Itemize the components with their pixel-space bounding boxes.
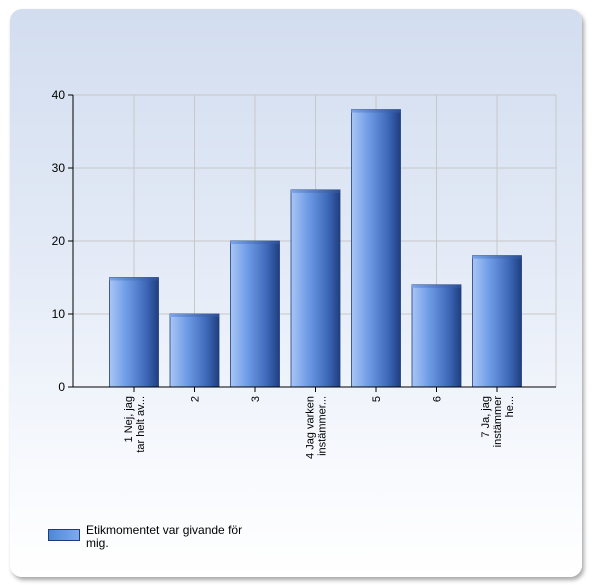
bar (169, 313, 220, 388)
x-tick-label: tar helt av... (135, 396, 147, 453)
bar-top (109, 277, 159, 281)
x-tick-label: 3 (250, 396, 262, 402)
x-tick-label: 1 Nej, jag (123, 396, 135, 442)
bar (411, 284, 462, 388)
x-tick-label: 4 Jag varken (305, 396, 317, 459)
x-tick-label: 7 Ja, jag (480, 396, 492, 438)
bar-body (230, 240, 280, 388)
bar-top (291, 189, 340, 193)
x-tick-label: instämmer... (317, 396, 329, 456)
y-tick-label: 40 (52, 88, 66, 102)
bar-body (411, 284, 462, 388)
legend: Etikmomentet var givande för mig. (48, 524, 261, 550)
axes (68, 94, 556, 392)
bar-top (230, 241, 280, 244)
bar-body (109, 277, 159, 388)
x-tick-label: 2 (190, 396, 202, 402)
x-tick-label: 6 (432, 396, 444, 402)
bar-body (169, 313, 220, 388)
x-tick-label: he... (504, 396, 516, 417)
y-tick-labels: 0 10 20 30 40 (52, 88, 66, 394)
y-tick-label: 20 (52, 234, 66, 248)
bar (290, 189, 341, 388)
bar (472, 255, 522, 388)
bar-body (351, 109, 401, 388)
bar (109, 277, 159, 388)
x-tick-labels: 1 Nej, jag tar helt av... 2 3 4 Jag varken in… (123, 396, 516, 459)
bar (230, 240, 280, 388)
bar-top (472, 255, 522, 259)
y-tick-label: 0 (58, 380, 65, 394)
bar-body (290, 189, 341, 388)
bar-body (472, 255, 522, 388)
x-tick-label: instämmer (492, 396, 504, 448)
bar-top (412, 284, 461, 288)
bar (351, 109, 401, 388)
x-tick-label: 5 (371, 396, 383, 402)
bars (109, 109, 522, 388)
y-tick-label: 30 (52, 161, 66, 175)
legend-label: Etikmomentet var givande för mig. (86, 523, 243, 550)
y-tick-label: 10 (52, 307, 66, 321)
legend-swatch (48, 529, 80, 541)
bar-top (351, 109, 401, 113)
bar-top (170, 314, 219, 317)
